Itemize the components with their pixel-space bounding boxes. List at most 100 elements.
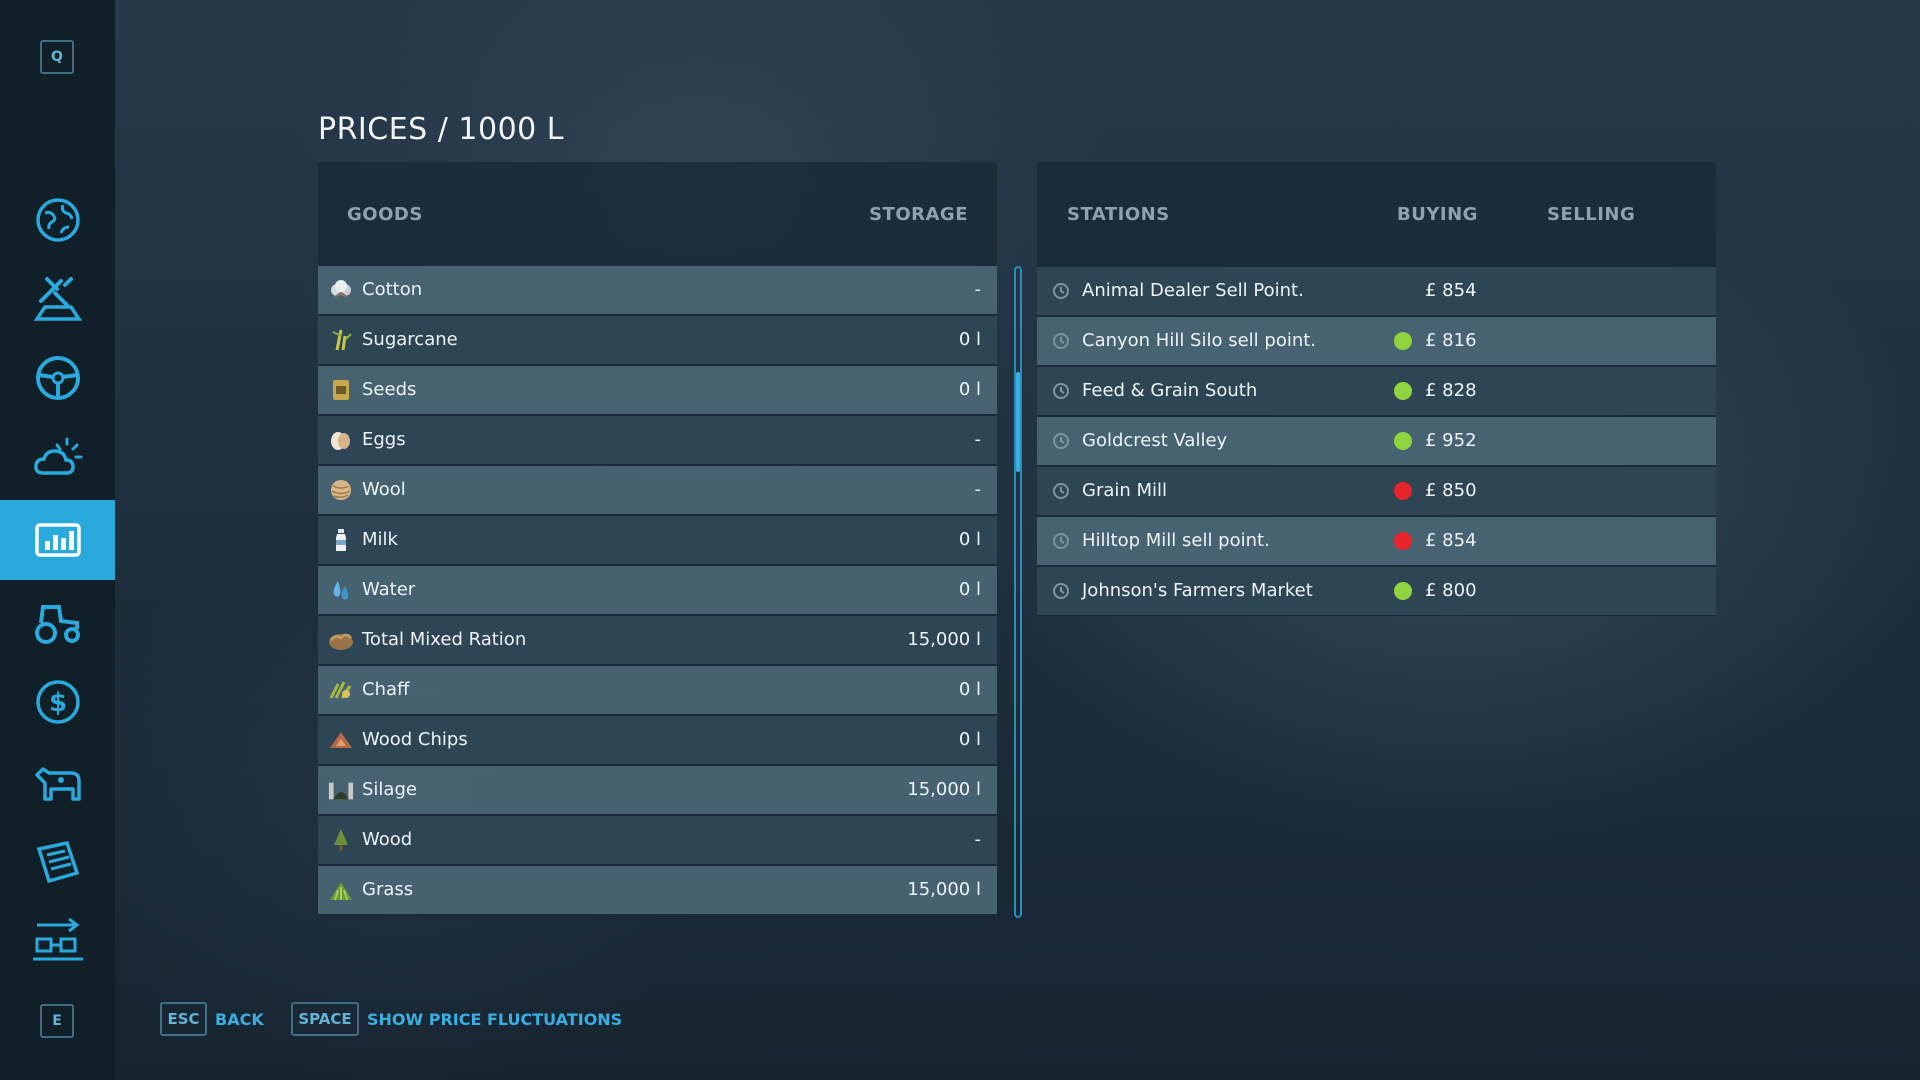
sidebar-item-finances[interactable]: $ (0, 662, 115, 742)
goods-storage: 0 l (958, 329, 981, 350)
station-name: Canyon Hill Silo sell point. (1082, 330, 1317, 351)
station-history-icon (1053, 283, 1069, 299)
cotton-icon (328, 278, 354, 302)
station-name: Animal Dealer Sell Point. (1082, 280, 1304, 301)
goods-name: Silage (362, 779, 417, 800)
goods-row-water[interactable]: Water 0 l (318, 566, 997, 614)
sidebar-item-map[interactable] (0, 180, 115, 260)
wood-tree-icon (328, 828, 354, 852)
chaff-icon (328, 678, 354, 702)
goods-row-wool[interactable]: Wool - (318, 466, 997, 514)
station-row[interactable]: Canyon Hill Silo sell point. £ 816 (1037, 317, 1716, 365)
goods-name: Water (362, 579, 416, 600)
goods-row-total-mixed-ration[interactable]: Total Mixed Ration 15,000 l (318, 616, 997, 664)
station-name: Feed & Grain South (1082, 380, 1258, 401)
goods-row-sugarcane[interactable]: Sugarcane 0 l (318, 316, 997, 364)
price-trend-up-icon (1394, 332, 1412, 350)
tractor-icon (34, 605, 80, 644)
fields-icon (33, 277, 82, 321)
goods-column-header: GOODS (347, 204, 423, 225)
buying-price: £ 850 (1425, 480, 1477, 501)
buying-price: £ 816 (1425, 330, 1477, 351)
goods-row-eggs[interactable]: Eggs - (318, 416, 997, 464)
sidebar-item-production[interactable] (0, 900, 115, 980)
goods-storage: - (974, 429, 982, 450)
goods-name: Seeds (362, 379, 417, 400)
goods-row-silage[interactable]: Silage 15,000 l (318, 766, 997, 814)
goods-row-wood-chips[interactable]: Wood Chips 0 l (318, 716, 997, 764)
goods-storage: - (974, 279, 982, 300)
wood-chips-icon (328, 728, 354, 752)
station-name: Grain Mill (1082, 480, 1168, 501)
prev-menu-key-q[interactable]: Q (40, 40, 74, 74)
goods-row-chaff[interactable]: Chaff 0 l (318, 666, 997, 714)
grass-icon (328, 878, 354, 902)
weather-icon (33, 437, 82, 475)
sidebar-item-prices[interactable] (0, 500, 115, 580)
sidebar-item-tractors[interactable] (0, 582, 115, 662)
prices-chart-icon (34, 523, 81, 557)
station-row[interactable]: Goldcrest Valley £ 952 (1037, 417, 1716, 465)
goods-storage: - (974, 479, 982, 500)
buying-price: £ 828 (1425, 380, 1477, 401)
page-title: PRICES / 1000 L (318, 112, 565, 147)
station-row[interactable]: Grain Mill £ 850 (1037, 467, 1716, 515)
next-menu-key-e[interactable]: E (40, 1004, 74, 1038)
goods-storage: - (974, 829, 982, 850)
station-name: Goldcrest Valley (1082, 430, 1228, 451)
station-history-icon (1053, 433, 1069, 449)
sidebar-item-weather[interactable] (0, 418, 115, 498)
buying-price: £ 854 (1425, 530, 1477, 551)
goods-name: Cotton (362, 279, 423, 300)
station-row[interactable]: Hilltop Mill sell point. £ 854 (1037, 517, 1716, 565)
station-history-icon (1053, 583, 1069, 599)
price-trend-up-icon (1394, 582, 1412, 600)
goods-row-wood[interactable]: Wood - (318, 816, 997, 864)
goods-storage: 0 l (958, 579, 981, 600)
goods-storage: 0 l (958, 529, 981, 550)
milk-bottle-icon (328, 528, 354, 552)
goods-name: Sugarcane (362, 329, 458, 350)
goods-row-grass[interactable]: Grass 15,000 l (318, 866, 997, 914)
back-button[interactable]: BACK (215, 1010, 264, 1029)
silage-bunker-icon (328, 778, 354, 802)
esc-key[interactable]: ESC (160, 1002, 207, 1036)
sidebar-item-fields[interactable] (0, 258, 115, 338)
goods-storage: 0 l (958, 379, 981, 400)
buying-price: £ 854 (1425, 280, 1477, 301)
sidebar-item-contracts[interactable] (0, 822, 115, 902)
buying-price: £ 800 (1425, 580, 1477, 601)
goods-scrollbar[interactable] (1014, 266, 1022, 918)
goods-name: Milk (362, 529, 398, 550)
station-row[interactable]: Feed & Grain South £ 828 (1037, 367, 1716, 415)
sidebar-item-animals[interactable] (0, 742, 115, 822)
goods-name: Chaff (362, 679, 410, 700)
contracts-icon (36, 840, 79, 884)
goods-row-seeds[interactable]: Seeds 0 l (318, 366, 997, 414)
goods-storage: 15,000 l (907, 779, 981, 800)
goods-row-milk[interactable]: Milk 0 l (318, 516, 997, 564)
space-key[interactable]: SPACE (291, 1002, 359, 1036)
station-name: Johnson's Farmers Market (1082, 580, 1313, 601)
finances-icon: $ (35, 680, 80, 724)
goods-row-cotton[interactable]: Cotton - (318, 266, 997, 314)
seeds-bag-icon (328, 378, 354, 402)
goods-storage: 15,000 l (907, 629, 981, 650)
svg-text:$: $ (48, 688, 66, 718)
station-history-icon (1053, 333, 1069, 349)
station-row[interactable]: Animal Dealer Sell Point. £ 854 (1037, 267, 1716, 315)
goods-name: Eggs (362, 429, 406, 450)
goods-name: Wood (362, 829, 413, 850)
goods-name: Wood Chips (362, 729, 468, 750)
station-row[interactable]: Johnson's Farmers Market £ 800 (1037, 567, 1716, 615)
selling-column-header: SELLING (1547, 204, 1636, 225)
goods-storage: 0 l (958, 729, 981, 750)
steering-wheel-icon (35, 356, 80, 400)
goods-scrollbar-thumb[interactable] (1016, 372, 1020, 472)
show-price-fluctuations-button[interactable]: SHOW PRICE FLUCTUATIONS (367, 1010, 623, 1029)
price-trend-down-icon (1394, 482, 1412, 500)
price-trend-up-icon (1394, 382, 1412, 400)
sugarcane-icon (328, 328, 354, 352)
sidebar-item-vehicles[interactable] (0, 338, 115, 418)
total-mixed-ration-icon (328, 628, 354, 652)
